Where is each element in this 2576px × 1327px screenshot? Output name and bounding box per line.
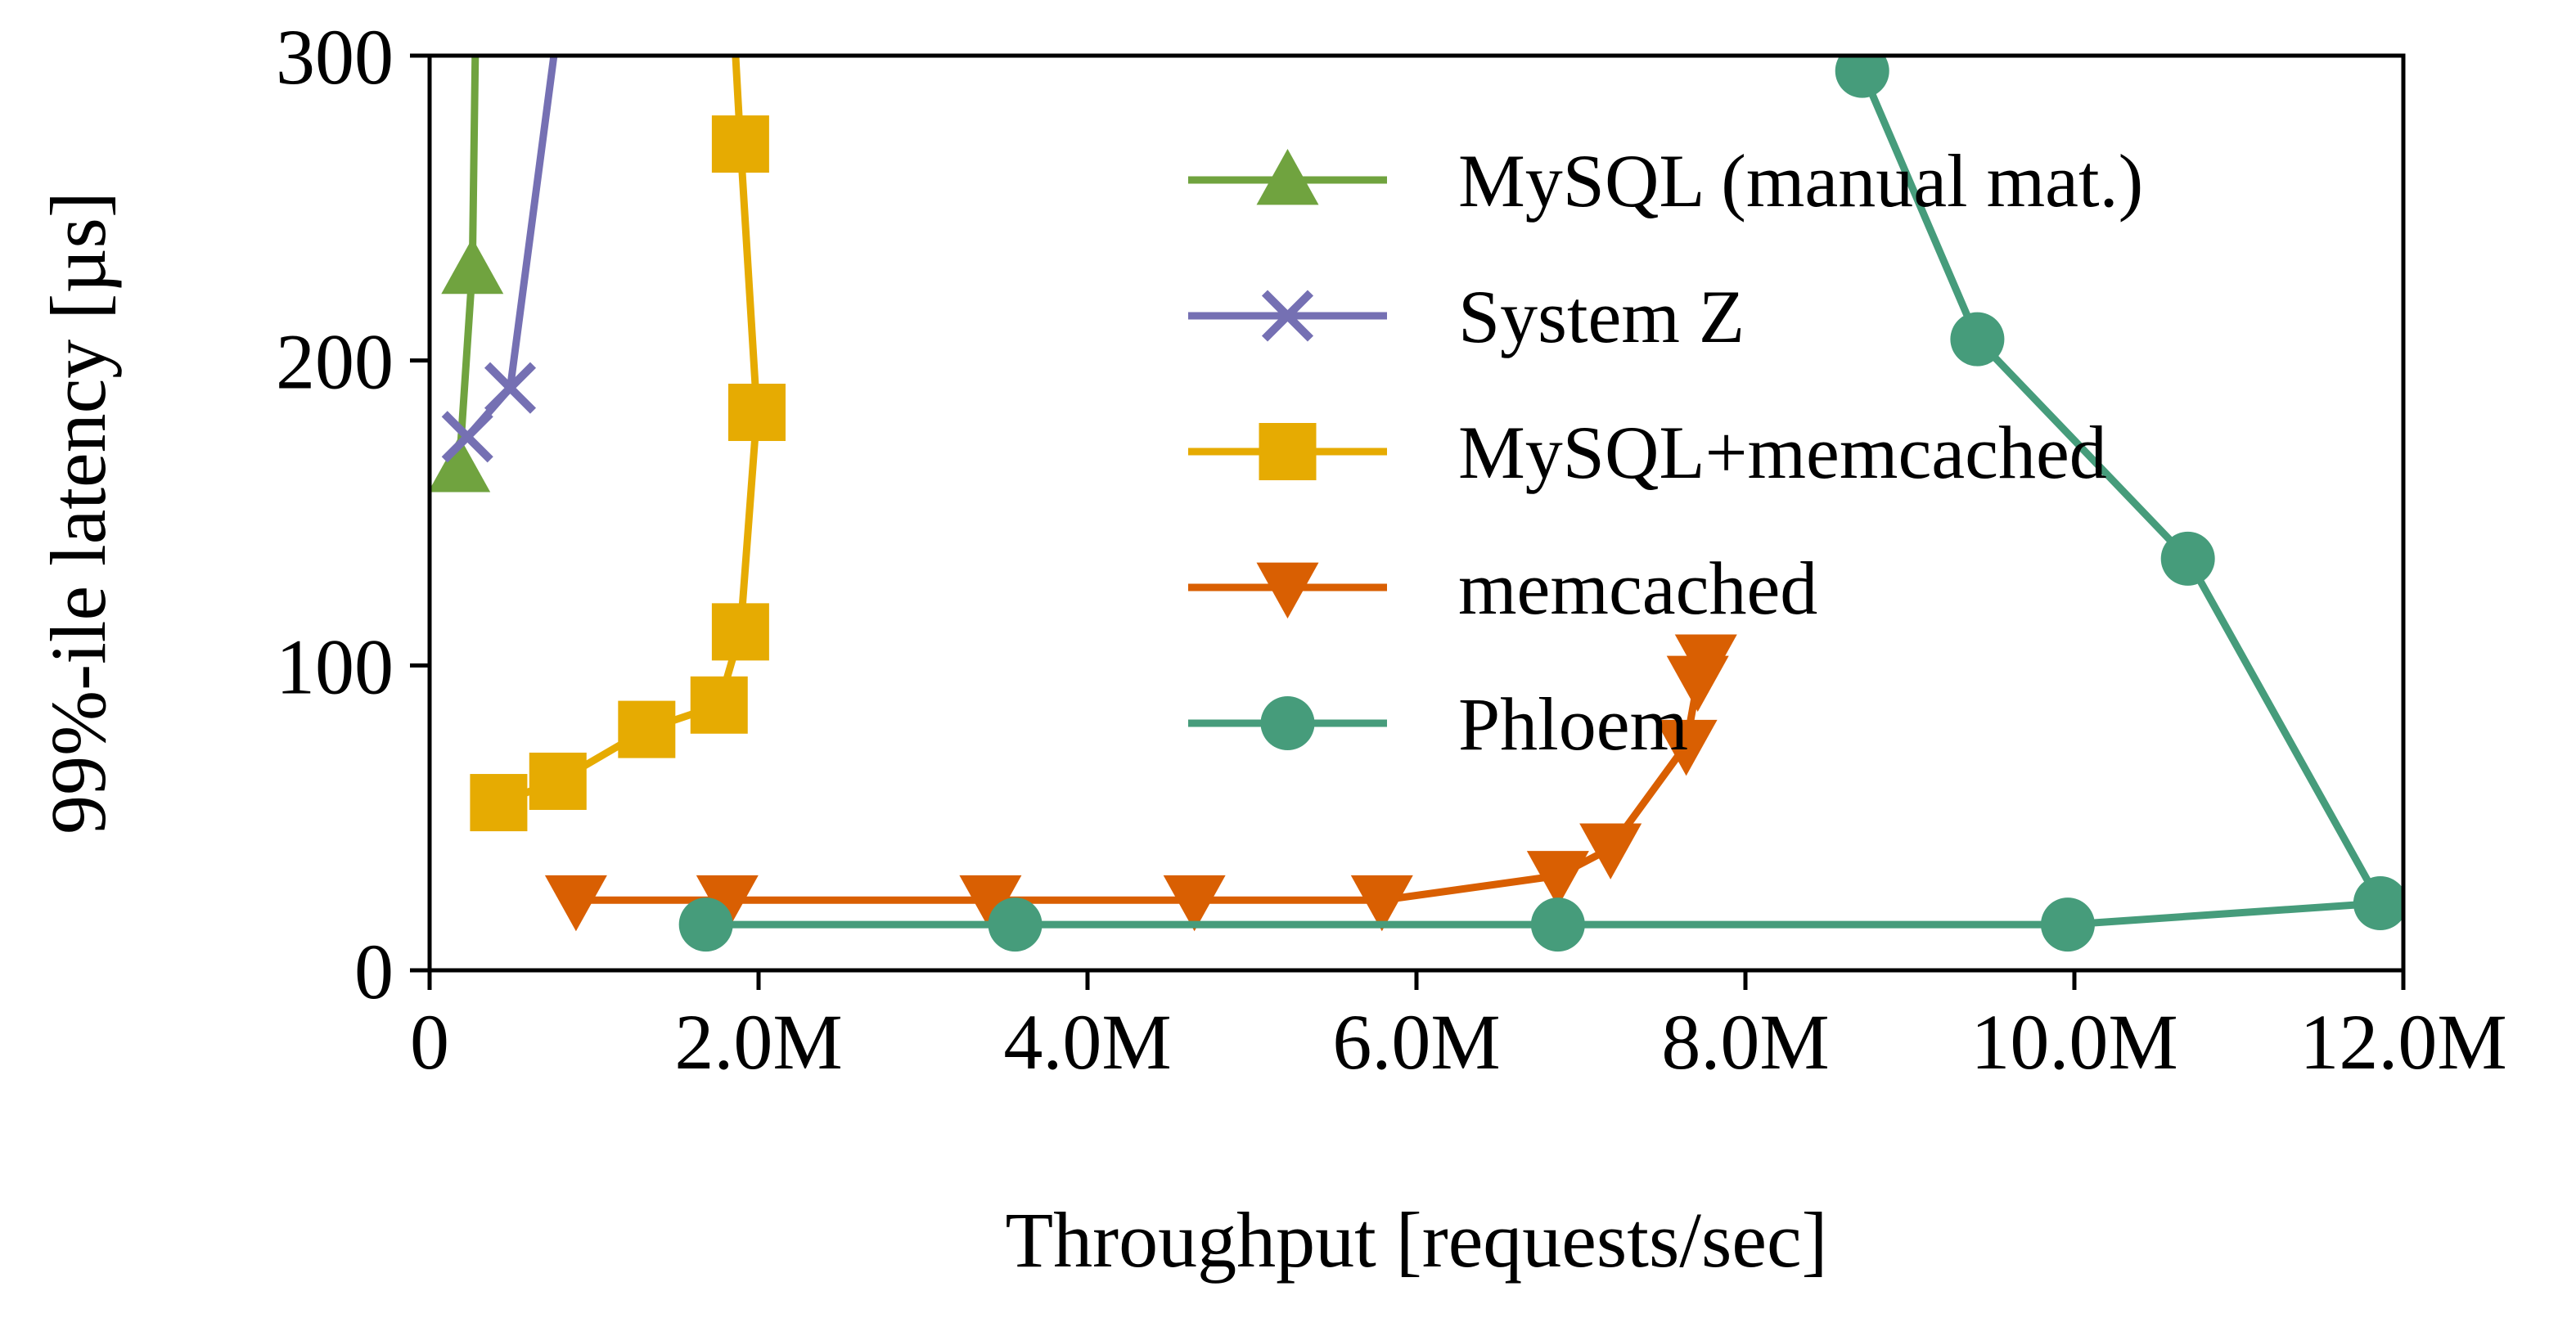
data-point — [690, 676, 748, 734]
series-3 — [544, 634, 1737, 932]
legend-label: MySQL+memcached — [1458, 411, 2107, 494]
x-tick-label: 0 — [410, 998, 449, 1086]
legend-label: MySQL (manual mat.) — [1458, 139, 2143, 223]
x-tick-label: 6.0M — [1332, 998, 1500, 1086]
legend-marker — [1256, 562, 1319, 619]
series-4 — [678, 56, 2403, 952]
data-point — [2040, 897, 2095, 952]
x-axis: 0 2.0M 4.0M 6.0M 8.0M 10.0M 12.0M — [410, 970, 2507, 1086]
data-point — [441, 411, 493, 463]
data-point — [1950, 312, 2005, 367]
y-tick-label: 300 — [276, 13, 394, 101]
data-point — [727, 384, 786, 442]
data-point — [1579, 823, 1642, 879]
series-line — [464, 56, 558, 439]
x-tick-label: 10.0M — [1970, 998, 2177, 1086]
x-tick-label: 2.0M — [674, 998, 842, 1086]
y-tick-label: 100 — [276, 623, 394, 710]
x-tick-label: 8.0M — [1661, 998, 1829, 1086]
data-point — [535, 2, 581, 48]
data-point — [711, 603, 769, 661]
series-2 — [470, 0, 786, 832]
legend-item-3: memcached — [1188, 547, 1817, 630]
x-tick-label: 12.0M — [2299, 998, 2506, 1086]
data-point — [529, 752, 587, 810]
data-point — [1163, 875, 1226, 932]
data-point — [678, 897, 733, 952]
y-axis-label: 99%-ile latency [µs] — [34, 191, 122, 834]
legend-label: memcached — [1458, 547, 1817, 630]
data-point — [2160, 531, 2215, 586]
legend-marker — [1260, 696, 1315, 750]
legend-item-4: Phloem — [1188, 682, 1688, 766]
legend-marker — [1259, 423, 1317, 480]
data-point — [484, 362, 537, 414]
legend-marker — [1256, 149, 1319, 205]
data-point — [1526, 851, 1589, 907]
legend-item-0: MySQL (manual mat.) — [1188, 139, 2143, 223]
legend: MySQL (manual mat.) System Z MySQL+memcach… — [1188, 139, 2143, 766]
legend-item-1: System Z — [1188, 275, 1745, 358]
series-line — [705, 69, 2385, 929]
data-point — [705, 0, 763, 54]
legend-item-2: MySQL+memcached — [1188, 411, 2107, 494]
data-point — [430, 436, 491, 493]
series-layer — [430, 0, 2403, 952]
series-1 — [441, 2, 581, 463]
x-tick-label: 4.0M — [1003, 998, 1171, 1086]
data-point — [618, 700, 676, 758]
legend-marker — [1261, 290, 1314, 342]
data-point — [441, 237, 504, 295]
data-point — [1835, 56, 1889, 98]
data-point — [544, 875, 607, 932]
data-point — [2353, 876, 2403, 931]
data-point — [959, 875, 1022, 932]
data-point — [988, 897, 1043, 952]
data-point — [1655, 719, 1718, 776]
legend-label: Phloem — [1458, 682, 1688, 766]
y-tick-label: 0 — [354, 928, 394, 1015]
data-point — [711, 115, 769, 173]
x-axis-label: Throughput [requests/sec] — [1005, 1196, 1827, 1284]
y-axis: 0 100 200 300 — [276, 13, 430, 1015]
legend-label: System Z — [1458, 275, 1745, 358]
data-point — [1530, 897, 1585, 952]
data-point — [470, 774, 528, 832]
data-point — [696, 875, 759, 932]
data-point — [444, 0, 507, 50]
series-line — [575, 658, 1709, 904]
y-tick-label: 200 — [276, 318, 394, 406]
series-0 — [430, 0, 507, 493]
data-point — [1350, 875, 1413, 932]
data-point — [1674, 634, 1737, 690]
